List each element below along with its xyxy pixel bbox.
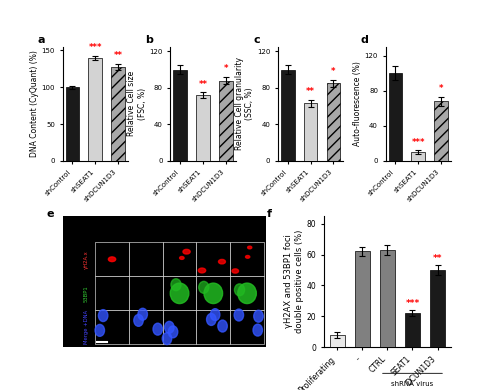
- Text: **: **: [433, 254, 442, 263]
- Ellipse shape: [234, 309, 243, 321]
- Bar: [196, 242, 230, 276]
- Bar: [330, 335, 345, 347]
- Bar: [95, 276, 129, 310]
- Text: DCUN1D3: DCUN1D3: [236, 237, 258, 241]
- Bar: [219, 81, 232, 161]
- Text: ***: ***: [411, 138, 425, 147]
- Text: SEAT1: SEAT1: [206, 237, 220, 241]
- Circle shape: [245, 255, 250, 258]
- Circle shape: [218, 259, 225, 264]
- Circle shape: [247, 246, 252, 249]
- Text: Merge +DNA: Merge +DNA: [84, 310, 89, 344]
- Text: b: b: [145, 35, 153, 45]
- Text: **: **: [306, 87, 315, 96]
- Ellipse shape: [168, 326, 178, 338]
- Text: *: *: [331, 67, 336, 76]
- Ellipse shape: [199, 281, 209, 293]
- Ellipse shape: [171, 279, 181, 291]
- Text: Proliferating: Proliferating: [99, 237, 125, 241]
- Ellipse shape: [170, 283, 189, 303]
- Bar: [129, 276, 163, 310]
- Bar: [95, 242, 129, 276]
- Bar: [230, 310, 264, 344]
- Circle shape: [179, 257, 184, 259]
- Bar: [230, 242, 264, 276]
- Bar: [129, 310, 163, 344]
- Y-axis label: DNA Content (CyQuant) (%): DNA Content (CyQuant) (%): [30, 50, 39, 157]
- Ellipse shape: [254, 310, 263, 322]
- Bar: [95, 310, 129, 344]
- Text: 53BP1: 53BP1: [84, 285, 89, 302]
- Circle shape: [108, 257, 116, 262]
- Ellipse shape: [218, 320, 227, 332]
- Bar: [281, 69, 295, 161]
- Ellipse shape: [210, 308, 220, 321]
- Text: ***: ***: [89, 43, 102, 52]
- Bar: [304, 103, 318, 161]
- Y-axis label: Auto-fluorescence (%): Auto-fluorescence (%): [353, 61, 362, 146]
- Y-axis label: γH2AX and 53BP1 foci
double positive cells (%): γH2AX and 53BP1 foci double positive cel…: [284, 230, 304, 333]
- Y-axis label: Relative Cell granularity
(SSC, %): Relative Cell granularity (SSC, %): [235, 57, 254, 150]
- Ellipse shape: [234, 284, 244, 296]
- Bar: [66, 87, 79, 161]
- Bar: [163, 242, 196, 276]
- Ellipse shape: [162, 333, 172, 344]
- Ellipse shape: [206, 314, 216, 325]
- Text: d: d: [361, 35, 369, 45]
- Bar: [380, 250, 395, 347]
- Text: Control: Control: [172, 237, 187, 241]
- Bar: [411, 152, 425, 161]
- Bar: [196, 95, 210, 161]
- Bar: [389, 73, 402, 161]
- Bar: [430, 270, 445, 347]
- Bar: [173, 69, 187, 161]
- Text: ***: ***: [405, 299, 420, 308]
- Circle shape: [183, 249, 190, 254]
- Text: c: c: [253, 35, 260, 45]
- Ellipse shape: [138, 308, 147, 320]
- Ellipse shape: [153, 323, 162, 335]
- Text: f: f: [267, 209, 272, 220]
- Text: *: *: [223, 64, 228, 73]
- Text: -: -: [145, 237, 147, 241]
- Ellipse shape: [165, 321, 174, 333]
- Bar: [405, 313, 420, 347]
- Bar: [434, 101, 448, 161]
- Circle shape: [232, 269, 238, 273]
- Text: *: *: [439, 84, 443, 93]
- Ellipse shape: [98, 310, 108, 321]
- Bar: [196, 310, 230, 344]
- Text: Senescent: Senescent: [182, 223, 211, 228]
- Ellipse shape: [253, 324, 263, 336]
- Bar: [196, 276, 230, 310]
- Text: a: a: [38, 35, 45, 45]
- Bar: [88, 58, 102, 161]
- Bar: [327, 83, 340, 161]
- Bar: [163, 310, 196, 344]
- Ellipse shape: [134, 314, 143, 326]
- Ellipse shape: [238, 283, 257, 303]
- Bar: [355, 252, 370, 347]
- Ellipse shape: [95, 324, 105, 336]
- Text: e: e: [47, 209, 54, 220]
- Text: γH2A.x: γH2A.x: [84, 250, 89, 269]
- Text: **: **: [198, 80, 207, 89]
- Text: shRNA virus: shRNA virus: [391, 381, 433, 387]
- Ellipse shape: [204, 283, 222, 303]
- Text: **: **: [114, 51, 123, 60]
- Bar: [230, 276, 264, 310]
- Circle shape: [198, 268, 206, 273]
- Bar: [129, 242, 163, 276]
- Bar: [163, 276, 196, 310]
- Bar: [111, 67, 125, 161]
- Text: shRNA virus: shRNA virus: [198, 231, 228, 236]
- Y-axis label: Relative Cell size
(FSC, %): Relative Cell size (FSC, %): [127, 71, 146, 136]
